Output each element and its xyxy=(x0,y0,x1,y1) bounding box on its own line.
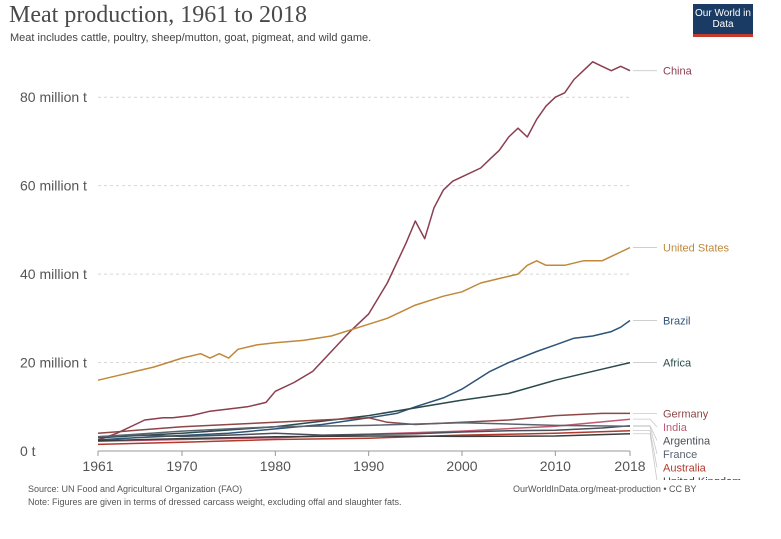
series-label-france: France xyxy=(663,449,697,461)
series-line-united-states[interactable] xyxy=(97,246,631,381)
series-line-argentina[interactable] xyxy=(97,425,631,438)
source-url-link[interactable]: OurWorldInData.org/meat-production • CC … xyxy=(513,484,697,494)
series-line-australia[interactable] xyxy=(97,429,631,446)
series-line-france[interactable] xyxy=(97,421,631,438)
chart-title: Meat production, 1961 to 2018 xyxy=(9,2,307,28)
x-tick-label: 2018 xyxy=(614,458,645,474)
y-tick-label: 0 t xyxy=(20,443,36,459)
y-tick-label: 80 million t xyxy=(20,89,87,105)
series-line-china[interactable] xyxy=(97,61,631,441)
series-line-germany[interactable] xyxy=(97,412,630,435)
series-line-africa[interactable] xyxy=(97,361,631,439)
x-tick-label: 1961 xyxy=(82,458,113,474)
owid-logo[interactable]: Our World in Data xyxy=(693,4,753,37)
label-leader-australia xyxy=(633,430,658,468)
x-tick-label: 2010 xyxy=(540,458,571,474)
grid-lines xyxy=(98,96,630,364)
series-labels: China United States Brazil Africa Germany Ind… xyxy=(633,66,741,480)
series-label-australia: Australia xyxy=(663,462,707,474)
series-label-africa: Africa xyxy=(663,358,692,370)
y-tick-label: 60 million t xyxy=(20,178,87,194)
y-axis: 0 t 20 million t 40 million t 60 million t 8… xyxy=(20,89,87,459)
series-label-united-states: United States xyxy=(663,243,730,255)
y-tick-label: 20 million t xyxy=(20,355,87,371)
label-leader-argentina xyxy=(633,425,658,441)
series-line-united-kingdom[interactable] xyxy=(97,433,631,442)
line-chart: 0 t 20 million t 40 million t 60 million t 8… xyxy=(20,61,741,480)
series-label-china: China xyxy=(663,66,693,78)
series-label-india: India xyxy=(663,422,688,434)
x-tick-label: 1980 xyxy=(260,458,291,474)
label-leader-india xyxy=(633,418,658,428)
series-line-brazil[interactable] xyxy=(97,319,631,441)
y-tick-label: 40 million t xyxy=(20,266,87,282)
x-tick-label: 1990 xyxy=(353,458,384,474)
x-axis: 1961 1970 1980 1990 2000 2010 2018 xyxy=(82,450,646,474)
note-text: Note: Figures are given in terms of dres… xyxy=(28,497,402,507)
x-tick-label: 2000 xyxy=(446,458,477,474)
label-leader-united-kingdom xyxy=(633,433,658,480)
x-tick-label: 1970 xyxy=(166,458,197,474)
series-label-argentina: Argentina xyxy=(663,435,711,447)
label-leader-france xyxy=(633,425,658,455)
source-text: Source: UN Food and Agricultural Organiz… xyxy=(28,484,243,494)
series-lines xyxy=(97,61,631,446)
series-label-germany: Germany xyxy=(663,408,709,420)
chart-subtitle: Meat includes cattle, poultry, sheep/mut… xyxy=(10,32,372,44)
series-label-united-kingdom: United Kingdom xyxy=(663,476,741,480)
series-label-brazil: Brazil xyxy=(663,316,691,328)
